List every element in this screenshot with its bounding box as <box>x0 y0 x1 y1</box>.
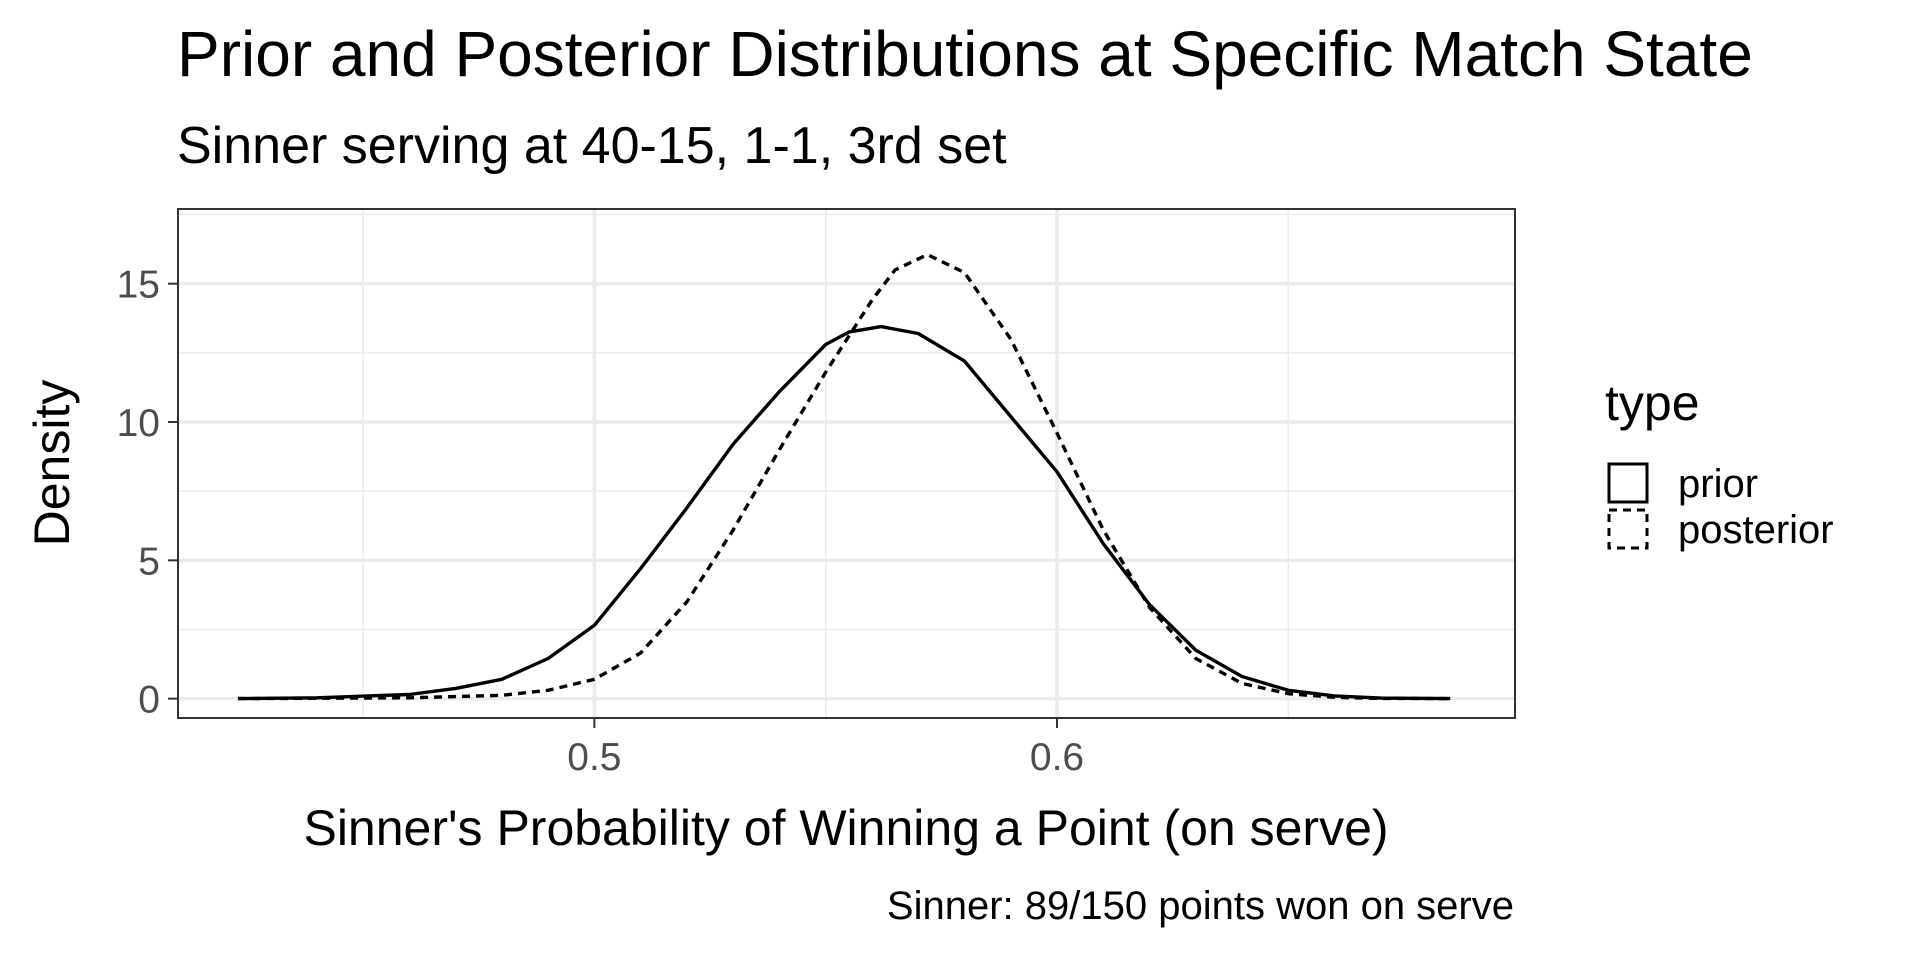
series-line-posterior <box>238 252 1451 701</box>
legend-label-prior: prior <box>1678 462 1758 506</box>
x-tick-label: 0.6 <box>1030 736 1084 779</box>
x-tick-label: 0.5 <box>567 736 621 779</box>
y-tick-label: 5 <box>138 540 160 583</box>
legend-title: type <box>1605 375 1700 431</box>
y-tick-label: 15 <box>117 264 160 307</box>
legend-key-prior <box>1607 462 1649 504</box>
series-line-prior <box>238 324 1451 701</box>
legend-label-posterior: posterior <box>1678 508 1834 552</box>
x-axis-title: Sinner's Probability of Winning a Point … <box>303 800 1388 856</box>
series-layer <box>238 252 1451 701</box>
major-gridlines <box>178 209 1515 718</box>
panel-border <box>177 208 1516 719</box>
y-axis: 0 5 10 15 <box>117 264 178 722</box>
minor-gridlines <box>178 209 1515 718</box>
chart-subtitle: Sinner serving at 40-15, 1-1, 3rd set <box>177 117 1007 175</box>
y-axis-title: Density <box>24 380 80 547</box>
chart-title: Prior and Posterior Distributions at Spe… <box>177 18 1753 90</box>
legend-key-posterior <box>1607 508 1649 550</box>
x-axis: 0.5 0.6 <box>567 718 1084 779</box>
chart-caption: Sinner: 89/150 points won on serve <box>886 884 1514 928</box>
y-tick-label: 0 <box>138 679 160 722</box>
y-tick-label: 10 <box>117 402 160 445</box>
